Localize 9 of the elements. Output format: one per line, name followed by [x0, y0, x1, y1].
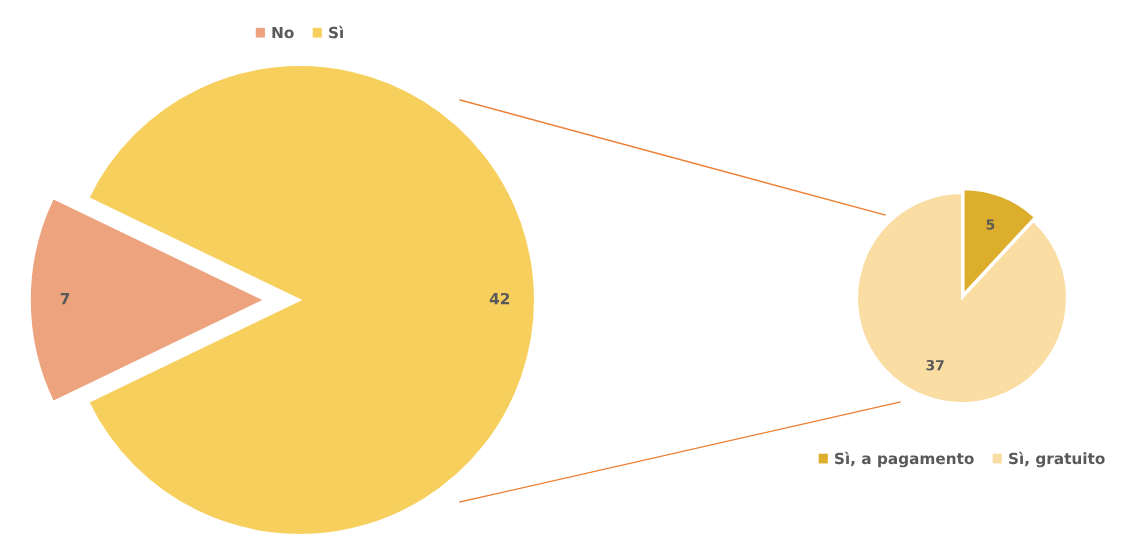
legend-label: Sì, a pagamento: [835, 451, 974, 468]
data-label: 37: [926, 359, 944, 371]
legend-label: Sì, gratuito: [1009, 451, 1105, 468]
data-label: 7: [60, 293, 70, 305]
legend-label: Sì: [329, 25, 343, 39]
pie-slice: [855, 191, 1069, 405]
data-label: 42: [489, 292, 510, 305]
data-label: 5: [986, 219, 995, 230]
legend-label: No: [272, 26, 294, 39]
